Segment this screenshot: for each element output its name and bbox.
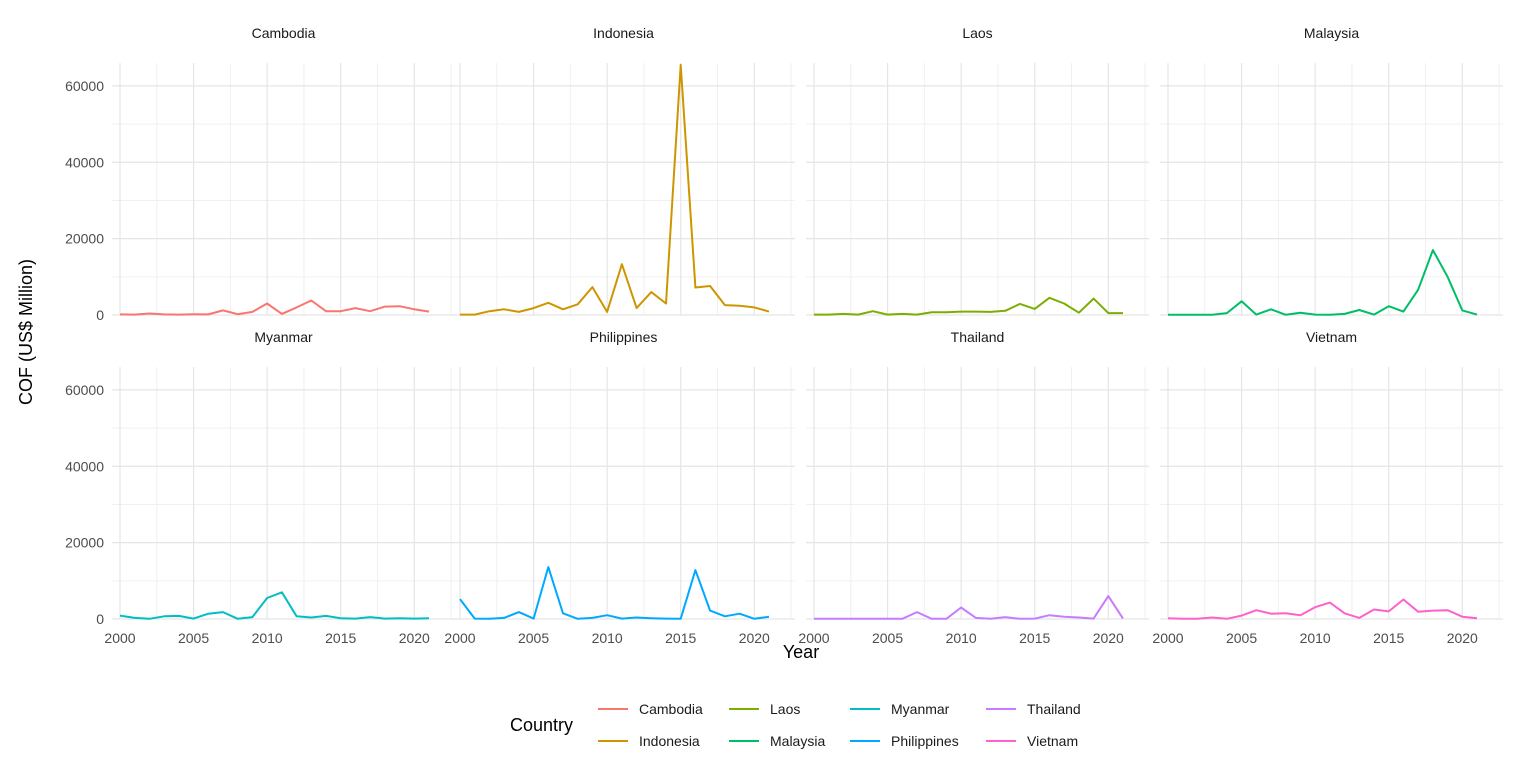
facet-panel: Philippines xyxy=(452,329,795,620)
y-tick-labels: 0 20000 40000 60000 0 20000 40000 60000 xyxy=(65,78,104,627)
facet-strip-label: Myanmar xyxy=(254,329,313,345)
series-line xyxy=(459,566,770,620)
legend-label: Indonesia xyxy=(639,733,700,749)
facet-strip-label: Indonesia xyxy=(593,25,654,41)
facet-panel: Indonesia xyxy=(452,25,795,316)
series-line xyxy=(814,595,1124,620)
legend-label: Philippines xyxy=(891,733,959,749)
x-tick-label: 2000 xyxy=(444,630,475,646)
x-tick-label: 2010 xyxy=(946,630,977,646)
x-tick-labels: 2000 2005 2010 2015 2020 2000 2005 2010 2015 2020… xyxy=(104,630,1478,646)
y-tick-label: 60000 xyxy=(65,78,104,94)
facet-panel: Myanmar xyxy=(112,329,455,620)
x-tick-label: 2020 xyxy=(1447,630,1478,646)
x-tick-label: 2005 xyxy=(1226,630,1257,646)
legend-item: Laos xyxy=(729,701,800,717)
facet-panel: Vietnam xyxy=(1160,329,1503,620)
legend-label: Laos xyxy=(770,701,800,717)
x-tick-label: 2000 xyxy=(798,630,829,646)
y-tick-label: 20000 xyxy=(65,535,104,551)
legend-label: Malaysia xyxy=(770,733,825,749)
x-tick-label: 2020 xyxy=(1093,630,1124,646)
legend: Cambodia Indonesia Laos Malaysia Myanmar Phil… xyxy=(598,701,1081,749)
x-tick-label: 2000 xyxy=(104,630,135,646)
y-tick-label: 60000 xyxy=(65,382,104,398)
facet-strip-label: Malaysia xyxy=(1304,25,1359,41)
facet-strip-label: Vietnam xyxy=(1306,329,1357,345)
x-tick-label: 2010 xyxy=(1300,630,1331,646)
legend-label: Vietnam xyxy=(1027,733,1078,749)
series-line xyxy=(1167,598,1478,620)
facet-panel: Malaysia xyxy=(1160,25,1503,316)
x-tick-label: 2010 xyxy=(592,630,623,646)
legend-item: Thailand xyxy=(986,701,1081,717)
facet-panel: Laos xyxy=(806,25,1149,316)
y-tick-label: 20000 xyxy=(65,231,104,247)
series-line xyxy=(1168,249,1478,316)
legend-label: Cambodia xyxy=(639,701,703,717)
facet-strip-label: Cambodia xyxy=(252,25,316,41)
facet-strip-label: Thailand xyxy=(951,329,1005,345)
x-tick-label: 2005 xyxy=(518,630,549,646)
y-axis-title: COF (US$ Million) xyxy=(16,259,36,405)
legend-label: Thailand xyxy=(1027,701,1081,717)
facet-panels: Cambodia Indonesia Laos Malaysia Myanmar Phil… xyxy=(112,25,1503,620)
legend-item: Cambodia xyxy=(598,701,703,717)
x-tick-label: 2015 xyxy=(1373,630,1404,646)
facet-strip-label: Laos xyxy=(962,25,992,41)
legend-title: Country xyxy=(510,715,573,735)
series-line xyxy=(119,299,430,316)
y-tick-label: 0 xyxy=(96,307,104,323)
facet-strip-label: Philippines xyxy=(590,329,658,345)
x-tick-label: 2005 xyxy=(872,630,903,646)
x-tick-label: 2005 xyxy=(178,630,209,646)
series-line xyxy=(119,591,430,620)
y-tick-label: 40000 xyxy=(65,154,104,170)
legend-item: Malaysia xyxy=(729,733,825,749)
legend-item: Myanmar xyxy=(850,701,950,717)
y-tick-label: 40000 xyxy=(65,458,104,474)
legend-label: Myanmar xyxy=(891,701,950,717)
series-line xyxy=(460,63,770,316)
x-tick-label: 2020 xyxy=(739,630,770,646)
y-tick-label: 0 xyxy=(96,611,104,627)
x-tick-label: 2020 xyxy=(399,630,430,646)
legend-item: Philippines xyxy=(850,733,959,749)
series-line xyxy=(814,296,1123,316)
x-tick-label: 2010 xyxy=(252,630,283,646)
facet-panel: Thailand xyxy=(806,329,1149,620)
legend-item: Vietnam xyxy=(986,733,1078,749)
x-tick-label: 2015 xyxy=(325,630,356,646)
x-axis-title: Year xyxy=(783,642,819,662)
facet-panel: Cambodia xyxy=(112,25,455,316)
legend-item: Indonesia xyxy=(598,733,700,749)
x-tick-label: 2015 xyxy=(665,630,696,646)
x-tick-label: 2000 xyxy=(1152,630,1183,646)
x-tick-label: 2015 xyxy=(1019,630,1050,646)
